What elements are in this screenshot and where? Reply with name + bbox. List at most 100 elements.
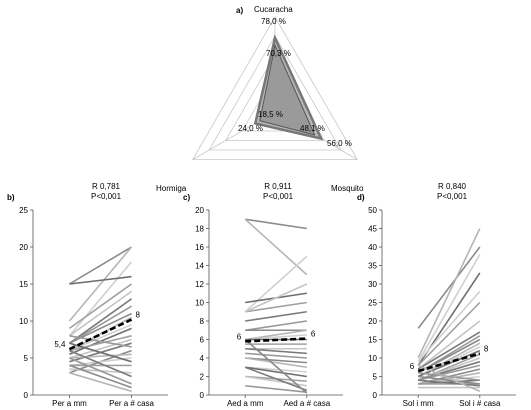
radar-value-label: 78,0 % xyxy=(261,17,286,26)
pair-line xyxy=(245,310,307,322)
pair-line xyxy=(69,353,132,359)
y-tick-label: 2 xyxy=(200,373,205,382)
pair-line xyxy=(68,261,133,337)
y-tick-label: 20 xyxy=(195,206,204,215)
pair-line xyxy=(417,228,481,359)
pair-line xyxy=(417,246,481,329)
pair-line xyxy=(245,301,307,313)
x-tick-label: Sol i # casa xyxy=(459,399,501,408)
pair-line xyxy=(418,375,480,385)
y-tick-label: 8 xyxy=(200,317,205,326)
pair-line xyxy=(68,298,133,344)
pair-line xyxy=(417,254,481,363)
y-tick-label: 50 xyxy=(368,206,377,215)
pair-line xyxy=(417,331,481,370)
pair-line xyxy=(69,357,132,385)
y-tick-label: 10 xyxy=(195,299,204,308)
pair-line xyxy=(418,372,480,381)
pair-line xyxy=(417,301,481,366)
radar-value-label: 48,1 % xyxy=(300,124,325,133)
radar-value-label: 18,5 % xyxy=(258,110,283,119)
pair-line xyxy=(69,364,132,389)
pair-line xyxy=(417,320,481,370)
pair-line xyxy=(244,366,308,392)
annotation-r: R 0,911 xyxy=(264,182,292,191)
y-tick-label: 10 xyxy=(19,317,28,326)
y-tick-label: 25 xyxy=(19,206,28,215)
x-tick-label: Sol i mm xyxy=(403,399,434,408)
mean-line xyxy=(68,318,133,351)
pair-line xyxy=(245,357,307,369)
y-tick-label: 30 xyxy=(368,280,377,289)
y-tick-label: 4 xyxy=(200,354,205,363)
panel-label: d) xyxy=(357,193,365,202)
y-tick-label: 0 xyxy=(373,391,378,400)
pair-line xyxy=(418,379,480,387)
mean-label-left: 6 xyxy=(237,332,242,341)
y-tick-label: 20 xyxy=(368,317,377,326)
pair-line xyxy=(69,342,132,363)
mean-line xyxy=(417,352,481,373)
pair-line xyxy=(244,283,308,313)
y-tick-label: 35 xyxy=(368,262,377,271)
pair-line xyxy=(244,255,308,313)
y-tick-label: 15 xyxy=(368,336,377,345)
mean-label-left: 6 xyxy=(410,362,415,371)
y-tick-label: 16 xyxy=(195,243,204,252)
y-tick-label: 0 xyxy=(200,391,205,400)
y-tick-label: 45 xyxy=(368,225,377,234)
panel-label: c) xyxy=(183,193,190,202)
radar-grid-ring xyxy=(192,16,358,160)
annotation-p: P<0,001 xyxy=(263,192,294,201)
radar-value-label: 56,0 % xyxy=(327,139,352,148)
pair-line xyxy=(68,290,133,337)
pair-line xyxy=(69,372,132,393)
x-tick-label: Aed a mm xyxy=(227,399,264,408)
radar-value-label: 24,0 % xyxy=(238,124,263,133)
radar-axis-label: Hormiga xyxy=(156,184,187,193)
pair-line xyxy=(244,338,308,394)
mean-label-right: 8 xyxy=(484,345,489,354)
radar-grid-ring xyxy=(208,35,342,151)
radar-axis-label: Mosquito xyxy=(331,184,364,193)
y-tick-label: 0 xyxy=(24,391,29,400)
y-tick-label: 25 xyxy=(368,299,377,308)
x-tick-label: Per a # casa xyxy=(109,399,154,408)
y-tick-label: 12 xyxy=(195,280,204,289)
y-tick-label: 20 xyxy=(19,243,28,252)
panel-label: b) xyxy=(7,193,15,202)
pair-line xyxy=(69,335,132,348)
annotation-p: P<0,001 xyxy=(91,192,122,201)
annotation-r: R 0,840 xyxy=(438,182,467,191)
panel-a-label: a) xyxy=(236,6,243,15)
pair-line xyxy=(245,352,307,359)
pair-line xyxy=(69,349,132,378)
pair-line xyxy=(68,246,133,322)
pair-line xyxy=(69,335,132,352)
mean-label-right: 8 xyxy=(136,311,141,320)
mean-label-right: 6 xyxy=(311,330,316,339)
y-tick-label: 6 xyxy=(200,336,205,345)
y-tick-label: 5 xyxy=(24,354,29,363)
annotation-r: R 0,781 xyxy=(92,182,121,191)
y-tick-label: 15 xyxy=(19,280,28,289)
y-tick-label: 10 xyxy=(368,354,377,363)
pair-line xyxy=(245,384,307,394)
x-tick-label: Per a mm xyxy=(52,399,87,408)
pair-line xyxy=(69,275,132,285)
mean-label-left: 5,4 xyxy=(54,340,66,349)
pair-line xyxy=(245,347,307,355)
radar-series-inner xyxy=(259,43,316,136)
pair-line xyxy=(245,366,307,378)
mean-line xyxy=(245,337,307,343)
pair-line xyxy=(417,290,481,363)
pair-line xyxy=(68,283,133,330)
radar-value-label: 70,3 % xyxy=(266,49,291,58)
y-tick-label: 14 xyxy=(195,262,204,271)
pair-line xyxy=(245,218,307,230)
annotation-p: P<0,001 xyxy=(437,192,468,201)
radar-chart: a) Cucaracha Mosquito Hormiga 78,0 % 56,0 % 24… xyxy=(156,5,364,193)
